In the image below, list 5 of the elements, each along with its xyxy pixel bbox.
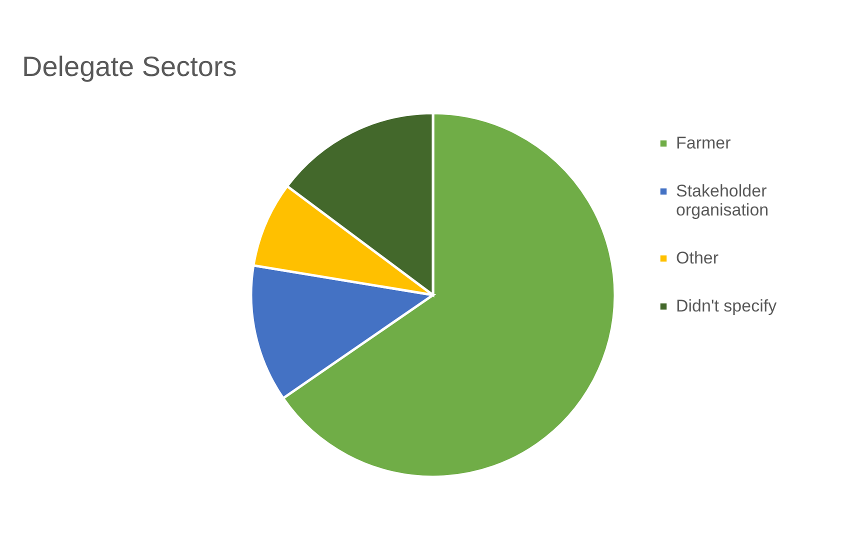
chart-title: Delegate Sectors (22, 51, 237, 82)
legend-label: Other (676, 248, 719, 268)
legend-label: Didn't specify (676, 296, 778, 316)
legend-label: Farmer (676, 134, 732, 152)
legend-label: Stakeholder organisation (676, 182, 769, 220)
